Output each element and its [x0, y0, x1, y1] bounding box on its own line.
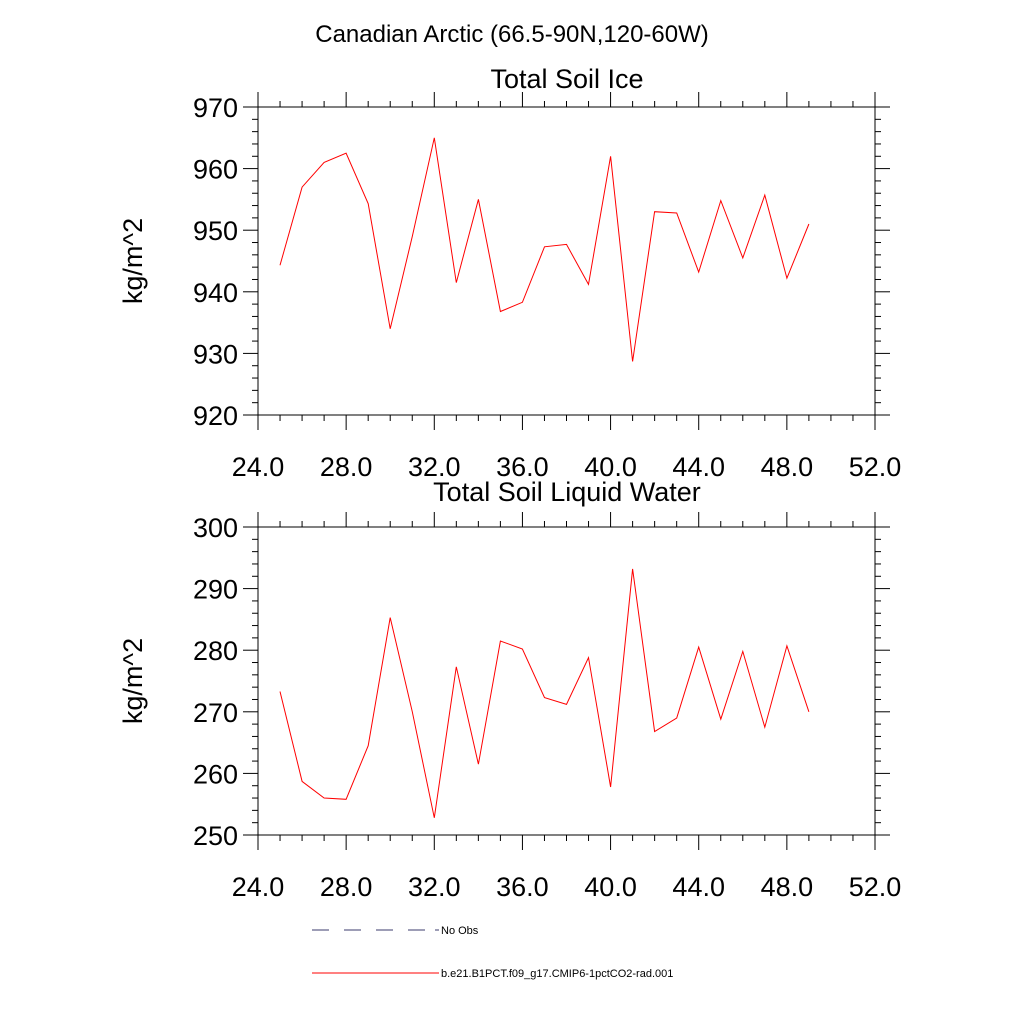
y-tick-label: 280 [193, 636, 238, 666]
panel-soil-ice: Total Soil Ice kg/m^2 24.0 28.0 32.0 36.0 40… [118, 64, 901, 482]
x-tick-label: 48.0 [761, 872, 814, 902]
y-axis-label: kg/m^2 [118, 638, 148, 724]
y-tick-label: 940 [193, 278, 238, 308]
y-tick-label: 250 [193, 821, 238, 851]
x-tick-label: 52.0 [849, 452, 902, 482]
tick-labels-layer: 24.0 28.0 32.0 36.0 40.0 44.0 48.0 52.0 920 930 94… [193, 93, 901, 482]
legend-item-model-run: b.e21.B1PCT.f09_g17.CMIP6-1pctCO2-rad.00… [312, 968, 673, 980]
legend-label: b.e21.B1PCT.f09_g17.CMIP6-1pctCO2-rad.00… [441, 968, 673, 980]
y-axis-label: kg/m^2 [118, 218, 148, 304]
x-tick-label: 24.0 [232, 452, 285, 482]
series-layer [279, 568, 810, 818]
x-tick-label: 32.0 [408, 872, 461, 902]
series-line [279, 137, 810, 362]
x-tick-label: 36.0 [496, 872, 549, 902]
tick-labels-layer: 24.0 28.0 32.0 36.0 40.0 44.0 48.0 52.0 250 260 27… [193, 513, 901, 902]
y-tick-label: 930 [193, 339, 238, 369]
x-tick-label: 32.0 [408, 452, 461, 482]
ticks-layer [243, 92, 890, 430]
y-tick-label: 260 [193, 759, 238, 789]
x-tick-label: 44.0 [672, 452, 725, 482]
y-tick-label: 290 [193, 575, 238, 605]
y-tick-label: 920 [193, 401, 238, 431]
series-line [279, 568, 810, 818]
x-tick-label: 52.0 [849, 872, 902, 902]
panel-title: Total Soil Liquid Water [433, 477, 701, 507]
x-tick-label: 24.0 [232, 872, 285, 902]
x-tick-label: 40.0 [584, 872, 637, 902]
ticks-layer [243, 512, 890, 850]
x-tick-label: 28.0 [320, 452, 373, 482]
y-tick-label: 300 [193, 513, 238, 543]
series-layer [279, 137, 810, 362]
legend: No Obs b.e21.B1PCT.f09_g17.CMIP6-1pctCO2… [312, 925, 673, 980]
figure-title: Canadian Arctic (66.5-90N,120-60W) [315, 21, 709, 48]
legend-label: No Obs [441, 925, 479, 937]
x-tick-label: 44.0 [672, 872, 725, 902]
x-tick-label: 40.0 [584, 452, 637, 482]
x-tick-label: 36.0 [496, 452, 549, 482]
y-tick-label: 950 [193, 216, 238, 246]
y-tick-label: 270 [193, 698, 238, 728]
panel-soil-liquid-water: Total Soil Liquid Water kg/m^2 24.0 28.0 3… [118, 477, 901, 902]
panel-title: Total Soil Ice [490, 64, 643, 94]
x-tick-label: 28.0 [320, 872, 373, 902]
x-tick-label: 48.0 [761, 452, 814, 482]
y-tick-label: 960 [193, 155, 238, 185]
legend-item-no-obs: No Obs [312, 925, 479, 937]
y-tick-label: 970 [193, 93, 238, 123]
